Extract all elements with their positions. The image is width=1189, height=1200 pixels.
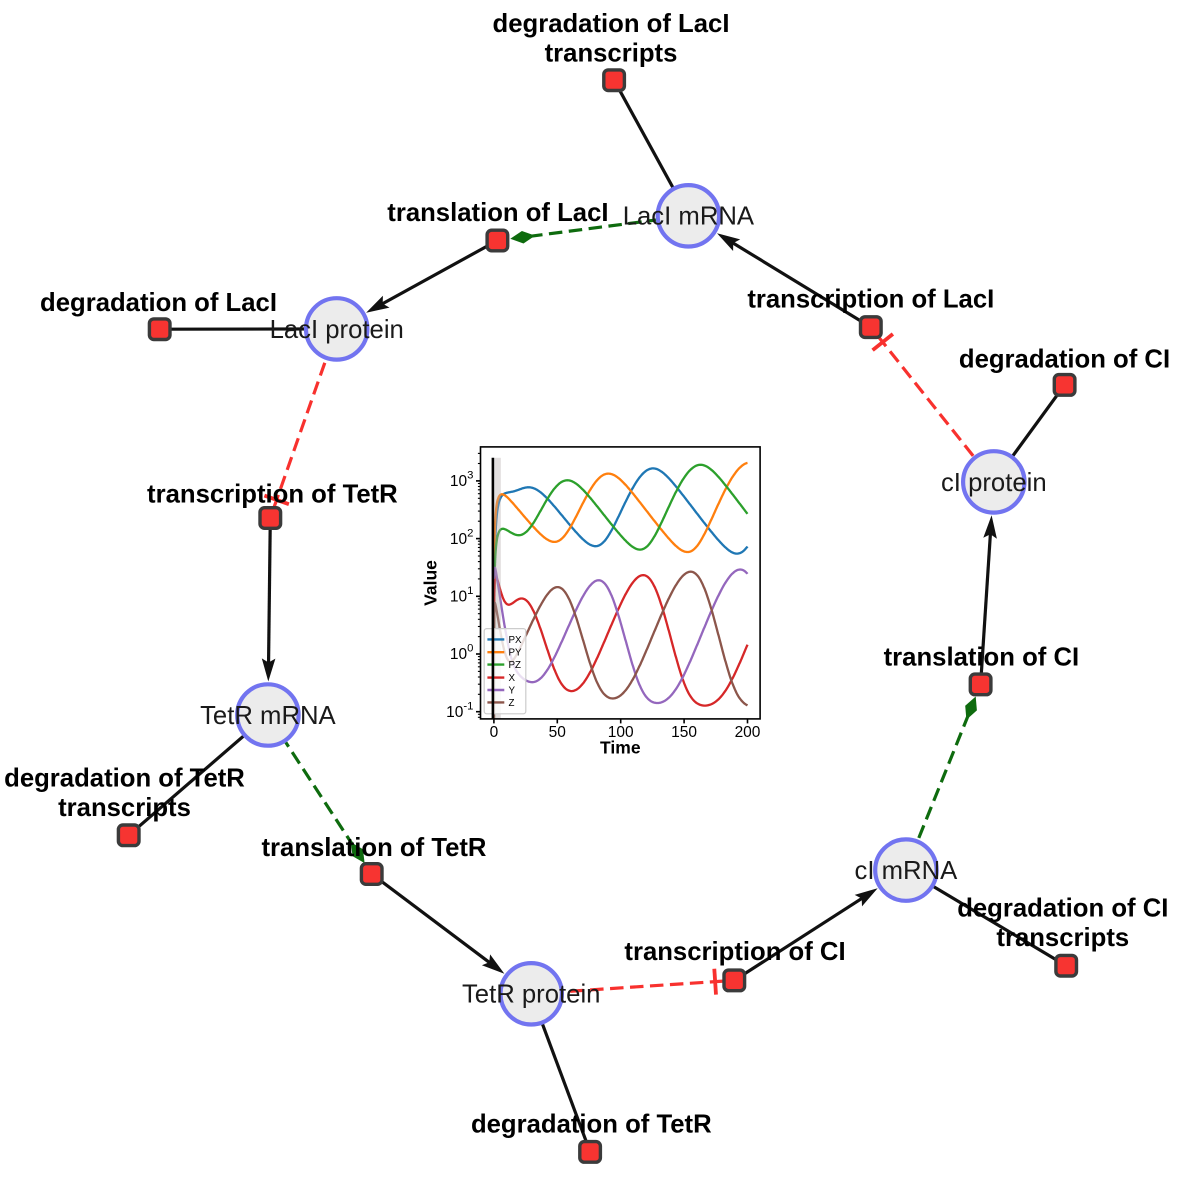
- svg-text:transcripts: transcripts: [545, 39, 678, 67]
- svg-text:degradation of TetR: degradation of TetR: [4, 765, 245, 793]
- svg-text:transcripts: transcripts: [58, 794, 191, 822]
- svg-text:150: 150: [671, 724, 697, 741]
- svg-text:X: X: [509, 673, 516, 684]
- svg-text:100: 100: [608, 724, 634, 741]
- svg-text:10-1: 10-1: [446, 700, 476, 721]
- svg-text:0: 0: [490, 724, 499, 741]
- svg-text:transcription of TetR: transcription of TetR: [147, 480, 398, 508]
- svg-text:translation of LacI: translation of LacI: [387, 199, 608, 227]
- svg-text:101: 101: [450, 585, 477, 606]
- svg-text:translation of TetR: translation of TetR: [261, 834, 486, 862]
- svg-text:degradation of TetR: degradation of TetR: [471, 1111, 712, 1139]
- svg-text:degradation of CI: degradation of CI: [957, 894, 1168, 922]
- svg-text:102: 102: [450, 527, 477, 548]
- svg-text:Y: Y: [509, 685, 516, 696]
- svg-text:LacI protein: LacI protein: [270, 316, 404, 344]
- svg-text:degradation of LacI: degradation of LacI: [493, 10, 730, 38]
- svg-text:200: 200: [735, 724, 761, 741]
- svg-text:transcripts: transcripts: [996, 924, 1129, 952]
- svg-text:cI protein: cI protein: [941, 469, 1047, 497]
- svg-text:100: 100: [450, 643, 477, 664]
- svg-text:Value: Value: [421, 560, 441, 606]
- svg-text:translation of CI: translation of CI: [884, 644, 1080, 672]
- svg-text:PX: PX: [509, 635, 523, 646]
- svg-text:LacI mRNA: LacI mRNA: [623, 203, 755, 231]
- svg-text:103: 103: [450, 470, 477, 491]
- svg-text:degradation of LacI: degradation of LacI: [40, 289, 277, 317]
- svg-text:degradation of CI: degradation of CI: [959, 346, 1170, 374]
- svg-text:TetR mRNA: TetR mRNA: [200, 702, 336, 730]
- svg-text:transcription of CI: transcription of CI: [624, 938, 845, 966]
- svg-text:PY: PY: [509, 648, 523, 659]
- svg-text:Z: Z: [509, 698, 515, 709]
- svg-text:PZ: PZ: [509, 660, 522, 671]
- svg-text:50: 50: [549, 724, 567, 741]
- svg-text:Time: Time: [600, 738, 641, 758]
- svg-text:cI mRNA: cI mRNA: [855, 857, 959, 885]
- svg-text:TetR protein: TetR protein: [462, 981, 601, 1009]
- svg-text:transcription of LacI: transcription of LacI: [747, 286, 994, 314]
